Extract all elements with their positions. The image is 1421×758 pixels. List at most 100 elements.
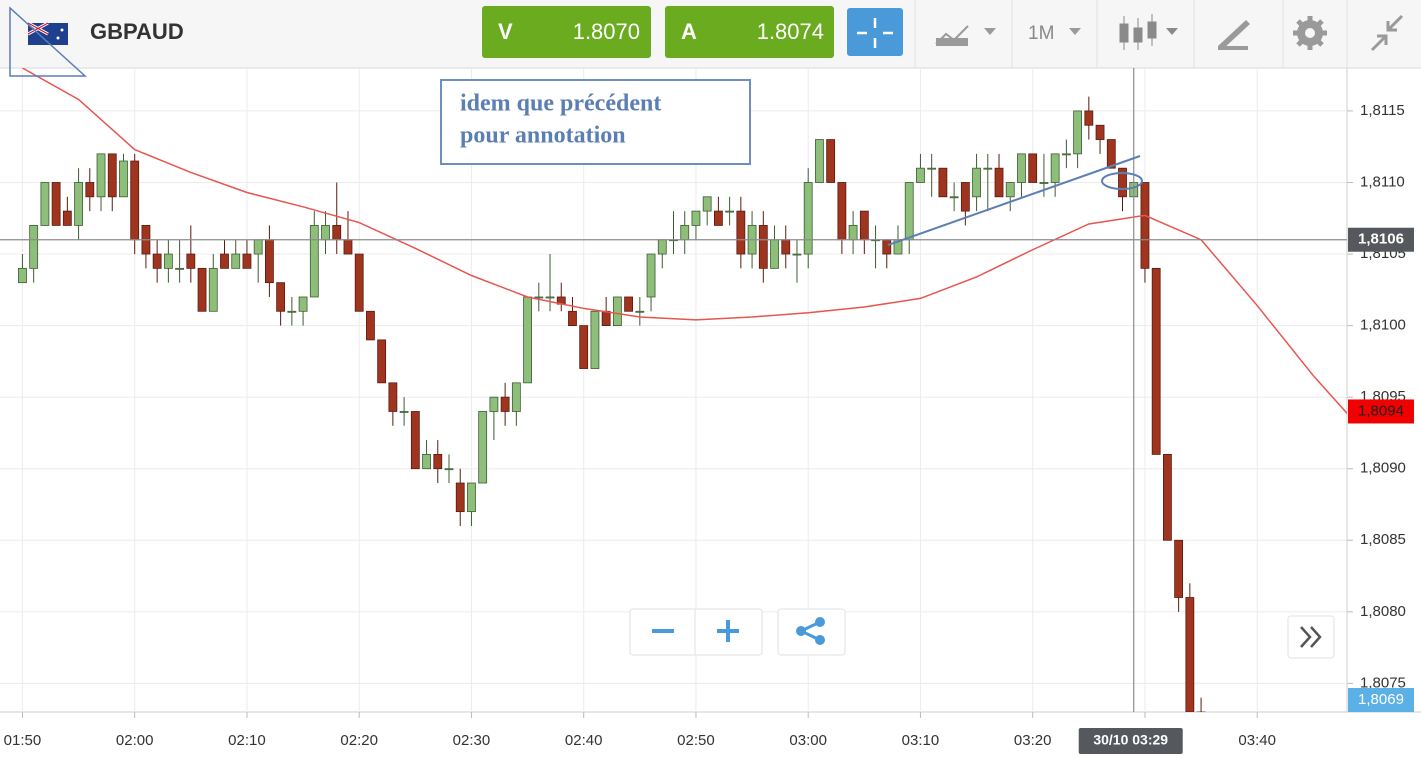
annotation-line: pour annotation — [460, 123, 626, 149]
candle-body — [792, 253, 802, 256]
share-button[interactable] — [777, 608, 846, 656]
candle-body — [152, 253, 162, 269]
candle-body — [1061, 153, 1071, 156]
candle-body — [1017, 153, 1026, 183]
y-tick-label: 1,8085 — [1360, 531, 1406, 548]
annotation-box: idem que précédent pour annotation — [440, 79, 751, 165]
candle-body — [803, 182, 813, 255]
candle-body — [1196, 711, 1206, 712]
candle-body — [422, 453, 431, 470]
candle-body — [366, 310, 375, 341]
candle-body — [601, 310, 611, 326]
symbol: GBPAUD — [90, 19, 184, 44]
candle-body — [770, 239, 779, 269]
drawing-button[interactable] — [1218, 20, 1250, 50]
last-price: 1,8069 — [1358, 691, 1404, 708]
candle-body — [107, 153, 117, 198]
candle-body — [85, 182, 95, 198]
candle-body — [119, 160, 128, 198]
zoom-in-button[interactable] — [717, 620, 739, 642]
candle-body — [882, 239, 892, 255]
x-tick-label: 02:10 — [228, 732, 266, 749]
candle-body — [444, 468, 454, 471]
sell-label: V — [498, 19, 513, 44]
candle-body — [377, 339, 387, 384]
candle-body — [51, 182, 61, 226]
candle-body — [388, 382, 398, 412]
crosshair-time-tag — [1078, 728, 1183, 754]
candle-body — [343, 239, 353, 255]
x-tick-label: 03:00 — [789, 732, 827, 749]
crosshair-time: 30/10 03:29 — [1093, 732, 1168, 748]
x-tick-label: 02:50 — [677, 732, 715, 749]
buy-label: A — [681, 19, 697, 44]
flag-drawing — [9, 6, 87, 77]
candle-body — [264, 239, 274, 284]
candle-body — [287, 310, 297, 313]
buy-button[interactable]: A 1.8074 — [665, 6, 834, 58]
settings-button[interactable] — [1293, 16, 1327, 50]
candle-body — [332, 225, 342, 241]
crosshair-price: 1,8106 — [1358, 231, 1404, 248]
candle-body — [624, 296, 633, 312]
candle-body — [74, 182, 83, 226]
candle-body — [1163, 453, 1172, 541]
candle-body — [29, 225, 39, 269]
candle-body — [18, 267, 27, 284]
buy-price: 1.8074 — [757, 19, 824, 44]
candle-body — [489, 396, 499, 412]
candle-body — [523, 296, 532, 384]
chart-type-button[interactable] — [1119, 14, 1178, 50]
y-tick-label: 1,8110 — [1360, 173, 1405, 190]
candle-body — [253, 239, 263, 255]
candle-body — [455, 482, 465, 513]
candle-body — [298, 296, 308, 312]
candle-body — [1084, 110, 1094, 126]
candle-body — [758, 225, 768, 269]
candle-body — [1151, 267, 1161, 455]
candle-body — [927, 167, 937, 170]
plot — [18, 68, 1347, 712]
crosshair-button[interactable] — [847, 8, 903, 56]
x-tick-label: 02:20 — [340, 732, 378, 749]
candle-body — [579, 325, 589, 369]
indicator-button[interactable] — [935, 25, 996, 46]
candle-body — [1095, 124, 1105, 140]
candle-body — [568, 310, 577, 326]
candle-body — [354, 253, 364, 312]
candle-body — [725, 210, 735, 213]
candle-body — [612, 296, 622, 327]
moving-average — [22, 68, 1347, 415]
candle-body — [500, 396, 510, 412]
candle-body — [545, 296, 555, 299]
collapse-button[interactable] — [1370, 14, 1404, 52]
candle-body — [826, 139, 836, 183]
candle-body — [40, 182, 50, 226]
candle-body — [467, 482, 476, 513]
candle-body — [163, 253, 173, 269]
candle-body — [916, 167, 925, 183]
candle-body — [815, 139, 824, 183]
y-tick-label: 1,8115 — [1360, 102, 1405, 119]
x-tick-label: 03:40 — [1238, 732, 1276, 749]
candle-body — [1174, 539, 1184, 598]
candle-body — [848, 225, 858, 241]
timeframe-button[interactable]: 1M — [1028, 23, 1081, 44]
candle-body — [478, 411, 488, 484]
candle-body — [1140, 182, 1150, 269]
ma-price: 1,8094 — [1358, 402, 1404, 419]
candle-body — [62, 210, 72, 226]
sell-button[interactable]: V 1.8070 — [482, 6, 651, 58]
candle-body — [1118, 167, 1127, 198]
candle-body — [410, 411, 420, 470]
candle-body — [680, 225, 690, 241]
candle-body — [736, 210, 746, 255]
x-tick-label: 01:50 — [4, 732, 42, 749]
candle-body — [276, 282, 286, 312]
crosshair-price-tag — [1348, 227, 1414, 252]
scroll-right-button[interactable] — [1287, 615, 1335, 659]
candle-body — [983, 167, 993, 170]
candle-body — [949, 196, 959, 199]
axes: 1,80751,80801,80851,80901,80951,81001,81… — [0, 68, 1414, 754]
candle-body — [220, 253, 229, 269]
